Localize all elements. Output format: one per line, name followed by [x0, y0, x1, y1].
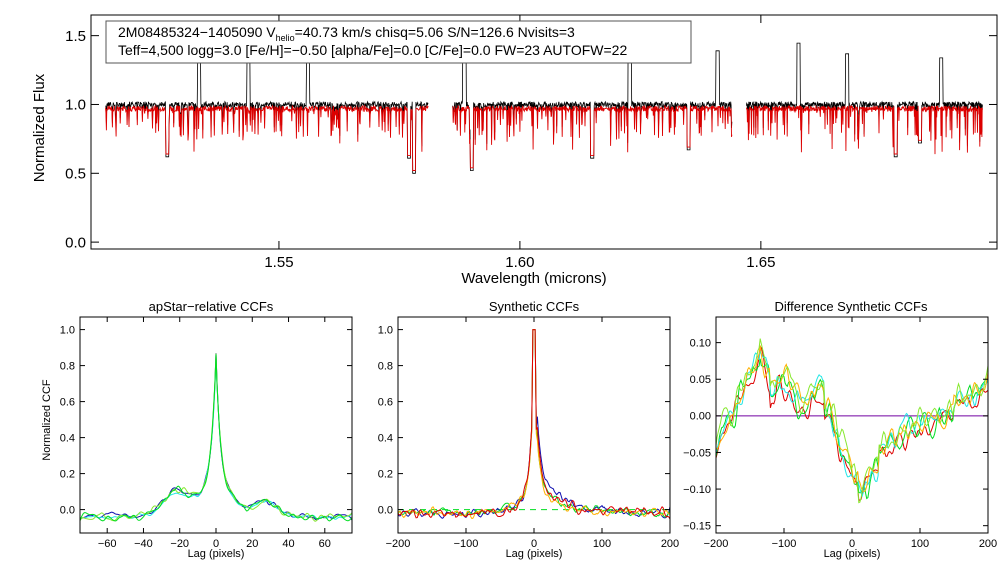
difference-ytick-label: 0.00 — [690, 411, 711, 423]
synthetic-xtick-label: 100 — [593, 538, 611, 550]
synthetic-ytick-label: 0.6 — [378, 396, 393, 408]
difference-visit-1-line — [715, 344, 989, 501]
synthetic-ytick-label: 0.0 — [378, 504, 393, 516]
difference-xtick-label: −200 — [704, 538, 729, 550]
difference-xtick-label: 0 — [849, 538, 855, 550]
spectrum-model-chip-3 — [745, 104, 983, 155]
difference-ytick-label: −0.15 — [683, 521, 711, 533]
apstar-xtick-label: 0 — [213, 538, 219, 550]
spectrum-ticks: 1.55 1.60 1.65 0.0 0.5 1.0 1.5 — [65, 15, 997, 271]
apstar-xtick-label: −60 — [98, 538, 117, 550]
apstar-ytick-label: 0.2 — [60, 468, 75, 480]
apstar-series — [79, 353, 353, 522]
spectrum-ylabel: Normalized Flux — [31, 73, 48, 182]
info-line-1-prefix: 2M08485324−1405090 V — [118, 24, 276, 40]
synthetic-xtick-label: −200 — [386, 538, 411, 550]
spectrum-xtick-label: 1.60 — [505, 254, 534, 271]
difference-visit-5-line — [715, 338, 989, 504]
apstar-ccf-panel: apStar−relative CCFs −60 −40 −20 0 20 40 60 0.0… — [41, 299, 353, 560]
synthetic-title: Synthetic CCFs — [489, 299, 580, 314]
spectrum-observed-chip-2 — [452, 40, 733, 171]
spectrum-xtick-label: 1.65 — [746, 254, 775, 271]
apstar-xtick-label: 60 — [319, 538, 331, 550]
synthetic-xtick-label: 0 — [531, 538, 537, 550]
spectrum-observed-chip-1 — [105, 48, 429, 174]
spectrum-series — [105, 40, 983, 174]
spectrum-panel: 1.55 1.60 1.65 0.0 0.5 1.0 1.5 Wavelength (mic… — [31, 14, 998, 287]
difference-series — [715, 338, 989, 504]
spectrum-ytick-label: 1.0 — [65, 97, 86, 114]
apstar-visit-3-line — [79, 353, 353, 522]
spectrum-model-chip-1 — [105, 104, 429, 171]
synthetic-ytick-label: 0.4 — [378, 432, 393, 444]
info-line-2: Teff=4,500 logg=3.0 [Fe/H]=−0.50 [alpha/… — [118, 42, 627, 58]
apstar-xlabel: Lag (pixels) — [188, 548, 245, 560]
difference-ccf-panel: Difference Synthetic CCFs −200 −100 0 100 20… — [683, 299, 997, 560]
spectrum-xlabel: Wavelength (microns) — [461, 270, 606, 287]
difference-xtick-label: 100 — [911, 538, 929, 550]
synthetic-visit-4-line — [397, 329, 671, 520]
info-box — [105, 20, 692, 64]
synthetic-ytick-label: 0.2 — [378, 468, 393, 480]
apstar-visit-4-line — [79, 354, 353, 522]
spectrum-ytick-label: 0.0 — [65, 234, 86, 251]
spectrum-xtick-label: 1.55 — [264, 254, 293, 271]
difference-visit-4-line — [715, 345, 989, 492]
apstar-ticks: −60 −40 −20 0 20 40 60 0.0 0.2 0.4 0.6 0.8 1.0 — [60, 317, 352, 550]
spectrum-ytick-label: 0.5 — [65, 166, 86, 183]
difference-ytick-label: −0.05 — [683, 447, 711, 459]
difference-ticks: −200 −100 0 100 200 −0.15 −0.10 −0.05 0.00 0.05 0.… — [683, 317, 997, 550]
difference-xtick-label: 200 — [979, 538, 997, 550]
synthetic-xlabel: Lag (pixels) — [506, 548, 563, 560]
synthetic-xtick-label: −100 — [454, 538, 479, 550]
apstar-xtick-label: −20 — [170, 538, 189, 550]
synthetic-series — [397, 329, 671, 520]
spectrum-model-chip-2 — [452, 104, 733, 169]
apstar-xtick-label: −40 — [134, 538, 153, 550]
info-line-1-subscript: helio — [276, 33, 295, 43]
apstar-xtick-label: 40 — [282, 538, 294, 550]
difference-xlabel: Lag (pixels) — [824, 548, 881, 560]
synthetic-ytick-label: 1.0 — [378, 324, 393, 336]
difference-ytick-label: −0.10 — [683, 484, 711, 496]
info-line-1: 2M08485324−1405090 Vhelio=40.73 km/s chi… — [118, 24, 575, 43]
apstar-ytick-label: 0.4 — [60, 432, 75, 444]
synthetic-xtick-label: 200 — [661, 538, 679, 550]
apstar-visit-1-line — [79, 353, 353, 521]
apstar-xtick-label: 20 — [246, 538, 258, 550]
apstar-ylabel: Normalized CCF — [41, 379, 53, 461]
apstar-ytick-label: 0.0 — [60, 504, 75, 516]
apstar-title: apStar−relative CCFs — [149, 299, 274, 314]
difference-ytick-label: 0.05 — [690, 374, 711, 386]
apstar-ytick-label: 1.0 — [60, 324, 75, 336]
spectrum-observed-chip-3 — [746, 42, 983, 158]
spectrum-axes-frame — [90, 14, 998, 250]
info-line-1-suffix: =40.73 km/s chisq=5.06 S/N=126.6 Nvisits… — [295, 24, 575, 40]
difference-ytick-label: 0.10 — [690, 337, 711, 349]
synthetic-ccf-panel: Synthetic CCFs −200 −100 0 100 200 0.0 0.2 0.4 0… — [378, 299, 679, 560]
apstar-ytick-label: 0.8 — [60, 360, 75, 372]
difference-title: Difference Synthetic CCFs — [775, 299, 928, 314]
synthetic-ticks: −200 −100 0 100 200 0.0 0.2 0.4 0.6 0.8 1.0 — [378, 317, 679, 550]
synthetic-ytick-label: 0.8 — [378, 360, 393, 372]
difference-xtick-label: −100 — [772, 538, 797, 550]
spectrum-ytick-label: 1.5 — [65, 28, 86, 45]
apstar-ytick-label: 0.6 — [60, 396, 75, 408]
